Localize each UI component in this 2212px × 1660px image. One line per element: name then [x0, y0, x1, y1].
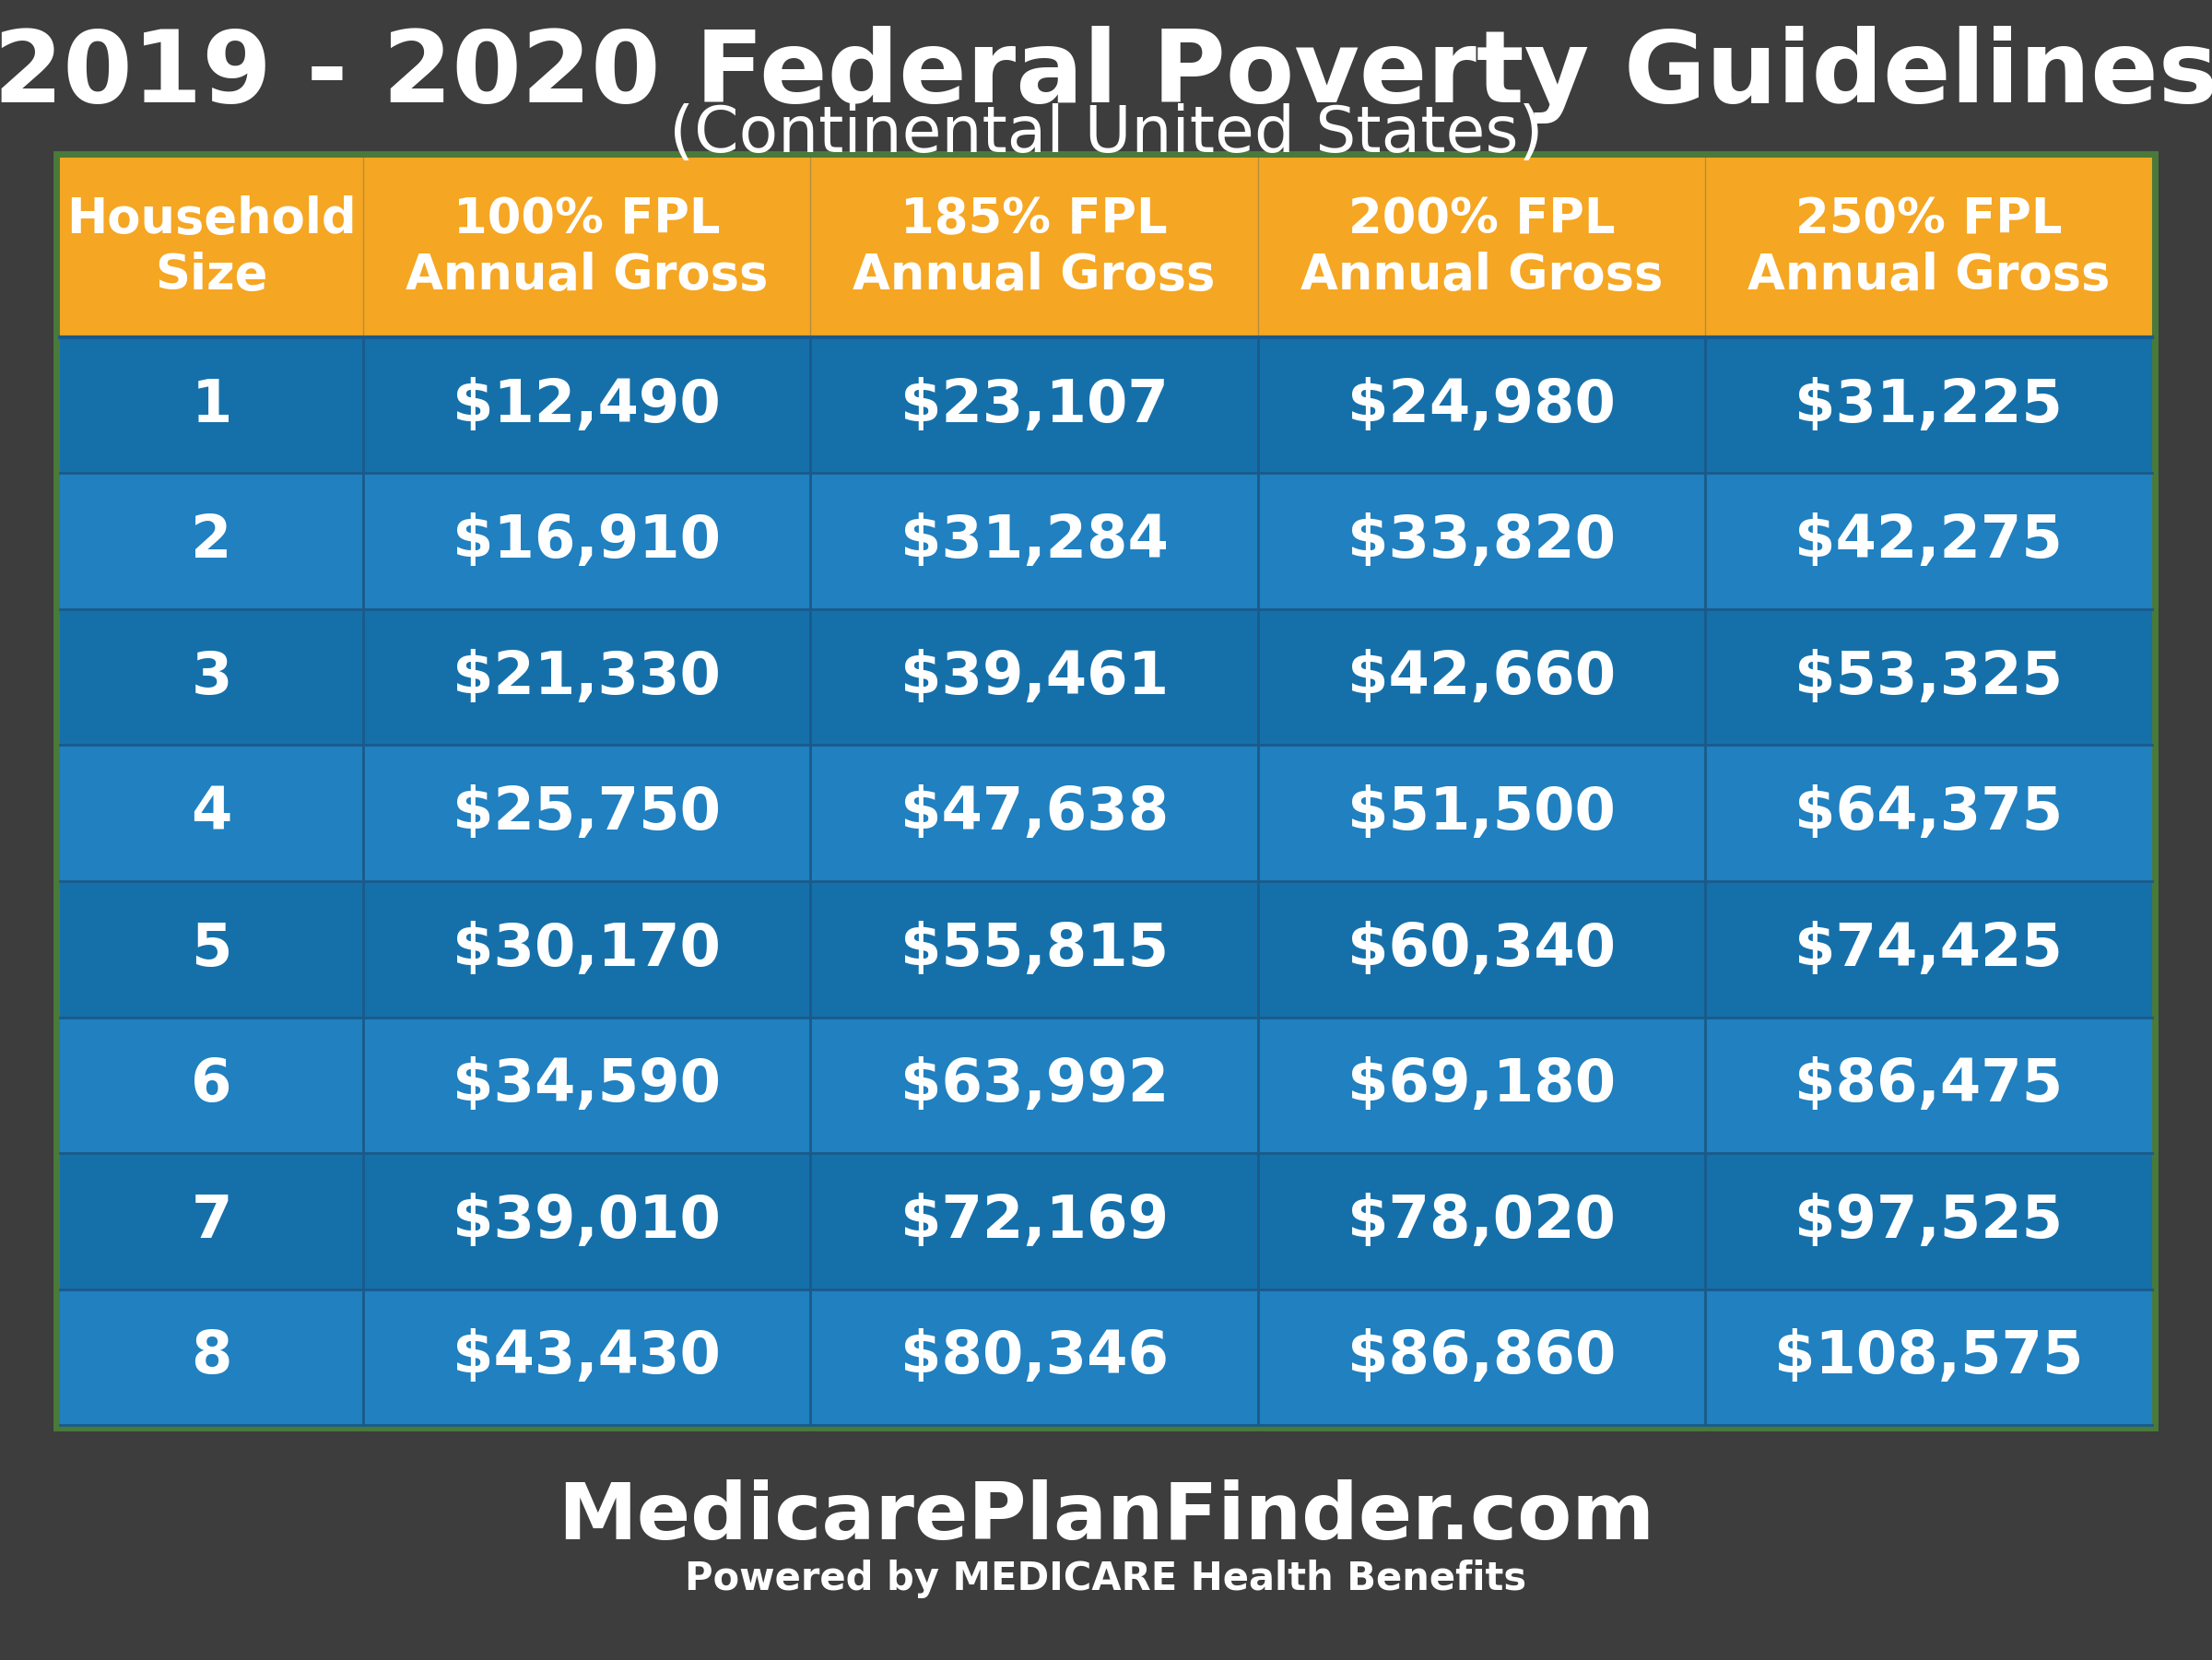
Text: MedicarePlanFinder.com: MedicarePlanFinder.com [557, 1479, 1655, 1555]
Text: $23,107: $23,107 [900, 377, 1168, 433]
Text: $69,180: $69,180 [1347, 1056, 1615, 1114]
Text: 2: 2 [190, 513, 232, 569]
Text: $31,284: $31,284 [900, 513, 1168, 569]
Text: $24,980: $24,980 [1347, 377, 1615, 433]
Text: $72,169: $72,169 [900, 1192, 1168, 1250]
Text: 6: 6 [190, 1056, 232, 1114]
Text: 100% FPL
Annual Gross: 100% FPL Annual Gross [405, 196, 768, 299]
Text: 3: 3 [190, 649, 232, 705]
Text: $16,910: $16,910 [453, 513, 721, 569]
Bar [60, 745, 2152, 881]
Text: 2019 - 2020 Federal Poverty Guidelines: 2019 - 2020 Federal Poverty Guidelines [0, 27, 2212, 123]
Text: $108,575: $108,575 [1774, 1328, 2084, 1386]
Text: $86,860: $86,860 [1347, 1328, 1615, 1386]
Text: $78,020: $78,020 [1347, 1192, 1615, 1250]
Bar [60, 1018, 2152, 1154]
Text: $39,461: $39,461 [900, 649, 1168, 705]
Text: 200% FPL
Annual Gross: 200% FPL Annual Gross [1301, 196, 1663, 299]
Text: Powered by MEDICARE Health Benefits: Powered by MEDICARE Health Benefits [686, 1559, 1526, 1599]
Text: 7: 7 [190, 1192, 232, 1250]
Text: 8: 8 [190, 1328, 232, 1386]
Bar [60, 609, 2152, 745]
Text: $47,638: $47,638 [900, 785, 1168, 842]
Text: 1: 1 [190, 377, 232, 433]
Bar [60, 1290, 2152, 1424]
Text: $63,992: $63,992 [900, 1056, 1168, 1114]
Text: (Continental United States): (Continental United States) [668, 103, 1544, 166]
Text: $43,430: $43,430 [453, 1328, 721, 1386]
Text: $51,500: $51,500 [1347, 785, 1615, 842]
Bar [60, 158, 2152, 337]
Bar [60, 337, 2152, 473]
Bar [60, 881, 2152, 1018]
Text: $74,425: $74,425 [1794, 921, 2064, 978]
Bar [60, 1154, 2152, 1290]
Text: $21,330: $21,330 [453, 649, 721, 705]
Text: $97,525: $97,525 [1794, 1192, 2064, 1250]
Text: $64,375: $64,375 [1794, 785, 2064, 842]
Text: $42,660: $42,660 [1347, 649, 1615, 705]
Text: $42,275: $42,275 [1794, 513, 2064, 569]
Text: $80,346: $80,346 [900, 1328, 1168, 1386]
Text: $30,170: $30,170 [453, 921, 721, 978]
Text: $55,815: $55,815 [900, 921, 1168, 978]
Text: 185% FPL
Annual Gross: 185% FPL Annual Gross [854, 196, 1217, 299]
Text: 250% FPL
Annual Gross: 250% FPL Annual Gross [1747, 196, 2110, 299]
Text: $25,750: $25,750 [453, 785, 721, 842]
Text: $86,475: $86,475 [1794, 1056, 2064, 1114]
Text: $12,490: $12,490 [453, 377, 721, 433]
Bar [60, 473, 2152, 609]
Text: $39,010: $39,010 [453, 1192, 721, 1250]
Text: $60,340: $60,340 [1347, 921, 1615, 978]
Text: 5: 5 [190, 921, 232, 978]
FancyBboxPatch shape [60, 158, 2152, 1424]
Text: $53,325: $53,325 [1794, 649, 2064, 705]
Text: $31,225: $31,225 [1794, 377, 2064, 433]
Text: $33,820: $33,820 [1347, 513, 1615, 569]
Text: Household
Size: Household Size [66, 196, 356, 299]
Text: $34,590: $34,590 [453, 1056, 721, 1114]
Text: 4: 4 [190, 785, 232, 842]
